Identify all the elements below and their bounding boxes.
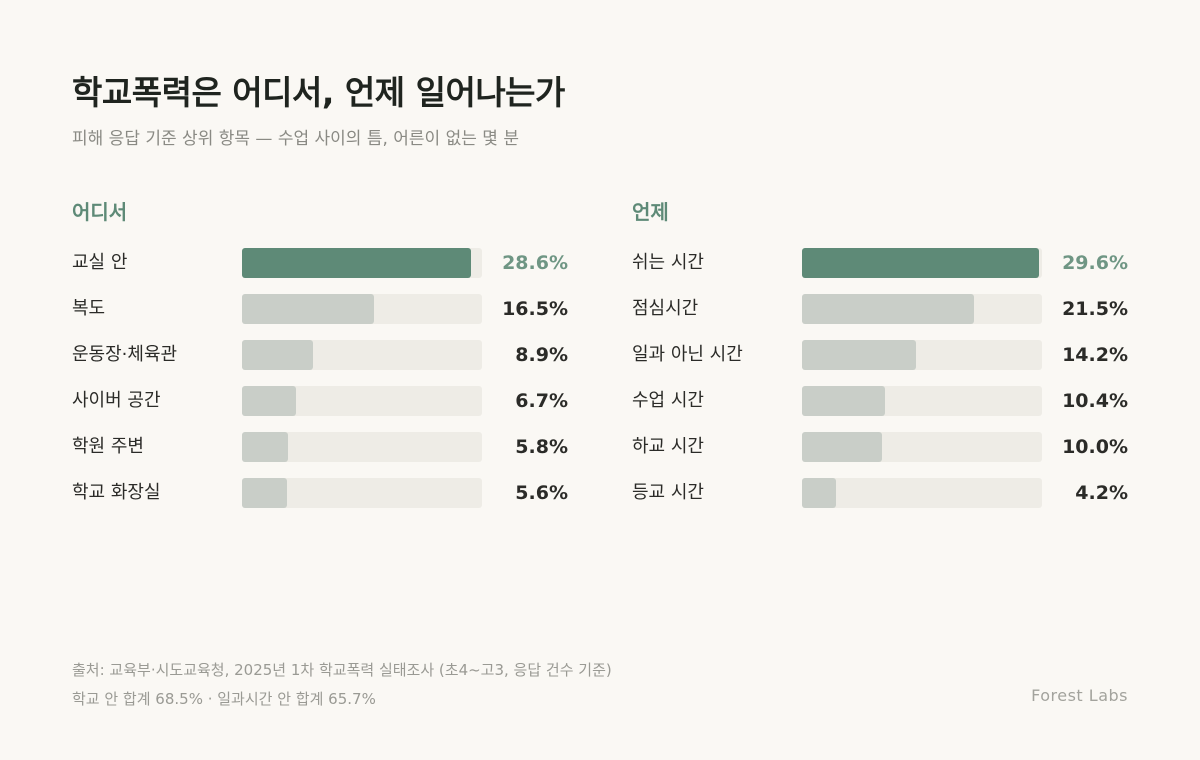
bar-track — [802, 478, 1042, 508]
bar-category-label: 학교 화장실 — [72, 482, 161, 503]
summary-note: 학교 안 합계 68.5% · 일과시간 안 합계 65.7% — [72, 690, 376, 708]
bar-value-label: 5.8% — [515, 436, 568, 458]
bar — [802, 478, 836, 508]
bar-row: 하교 시간 10.0% — [632, 432, 1128, 478]
bar — [802, 248, 1039, 278]
where-bar-list: 교실 안 28.6% 복도 16.5% 운동장·체육관 8.9% 사이버 공간 6.7% 학원 … — [72, 248, 568, 524]
bar-row: 사이버 공간 6.7% — [72, 386, 568, 432]
chart-title: 학교폭력은 어디서, 언제 일어나는가 — [72, 73, 565, 112]
bar-row: 등교 시간 4.2% — [632, 478, 1128, 524]
bar-value-label: 21.5% — [1062, 298, 1128, 320]
when-bar-list: 쉬는 시간 29.6% 점심시간 21.5% 일과 아닌 시간 14.2% 수업 시간 10.… — [632, 248, 1128, 524]
bar — [242, 432, 288, 462]
bar-track — [802, 294, 1042, 324]
footer: 출처: 교육부·시도교육청, 2025년 1차 학교폭력 실태조사 (초4~고3… — [72, 656, 612, 714]
bar — [242, 478, 287, 508]
bar-value-label: 29.6% — [1062, 252, 1128, 274]
bar-category-label: 하교 시간 — [632, 436, 704, 457]
bar-category-label: 수업 시간 — [632, 390, 704, 411]
bar-value-label: 10.0% — [1062, 436, 1128, 458]
bar-track — [242, 478, 482, 508]
bar-category-label: 운동장·체육관 — [72, 344, 178, 365]
bar-category-label: 등교 시간 — [632, 482, 704, 503]
bar-value-label: 4.2% — [1075, 482, 1128, 504]
when-panel: 언제 쉬는 시간 29.6% 점심시간 21.5% 일과 아닌 시간 14.2% 수업 시간… — [632, 196, 1128, 524]
when-panel-title: 언제 — [632, 200, 669, 224]
bar-track — [242, 294, 482, 324]
bar — [242, 248, 471, 278]
bar — [802, 432, 882, 462]
bar-category-label: 사이버 공간 — [72, 390, 161, 411]
chart-subtitle: 피해 응답 기준 상위 항목 — 수업 사이의 틈, 어른이 없는 몇 분 — [72, 129, 519, 149]
bar — [802, 294, 974, 324]
bar-category-label: 복도 — [72, 298, 106, 319]
bar — [242, 386, 296, 416]
bar-value-label: 14.2% — [1062, 344, 1128, 366]
bar-category-label: 일과 아닌 시간 — [632, 344, 743, 365]
bar-track — [242, 432, 482, 462]
bar-track — [802, 432, 1042, 462]
bar — [242, 340, 313, 370]
bar-track — [802, 340, 1042, 370]
bar-track — [802, 386, 1042, 416]
bar — [242, 294, 374, 324]
bar-category-label: 학원 주변 — [72, 436, 144, 457]
bar-value-label: 10.4% — [1062, 390, 1128, 412]
bar-value-label: 16.5% — [502, 298, 568, 320]
bar — [802, 340, 916, 370]
bar-row: 수업 시간 10.4% — [632, 386, 1128, 432]
bar-category-label: 쉬는 시간 — [632, 252, 704, 273]
bar-track — [242, 340, 482, 370]
bar-value-label: 5.6% — [515, 482, 568, 504]
bar-track — [242, 386, 482, 416]
bar-row: 학원 주변 5.8% — [72, 432, 568, 478]
bar-row: 교실 안 28.6% — [72, 248, 568, 294]
brand-label: Forest Labs — [1031, 686, 1128, 705]
bar-value-label: 6.7% — [515, 390, 568, 412]
source-note: 출처: 교육부·시도교육청, 2025년 1차 학교폭력 실태조사 (초4~고3… — [72, 661, 612, 679]
bar-row: 점심시간 21.5% — [632, 294, 1128, 340]
bar-row: 쉬는 시간 29.6% — [632, 248, 1128, 294]
bar-value-label: 8.9% — [515, 344, 568, 366]
bar-row: 운동장·체육관 8.9% — [72, 340, 568, 386]
where-panel: 어디서 교실 안 28.6% 복도 16.5% 운동장·체육관 8.9% 사이버 공간 6.7… — [72, 196, 568, 524]
bar-row: 복도 16.5% — [72, 294, 568, 340]
bar-track — [802, 248, 1042, 278]
bar-row: 학교 화장실 5.6% — [72, 478, 568, 524]
bar-row: 일과 아닌 시간 14.2% — [632, 340, 1128, 386]
bar-category-label: 점심시간 — [632, 298, 699, 319]
bar-category-label: 교실 안 — [72, 252, 128, 273]
bar-track — [242, 248, 482, 278]
where-panel-title: 어디서 — [72, 200, 128, 224]
bar-value-label: 28.6% — [502, 252, 568, 274]
bar — [802, 386, 885, 416]
